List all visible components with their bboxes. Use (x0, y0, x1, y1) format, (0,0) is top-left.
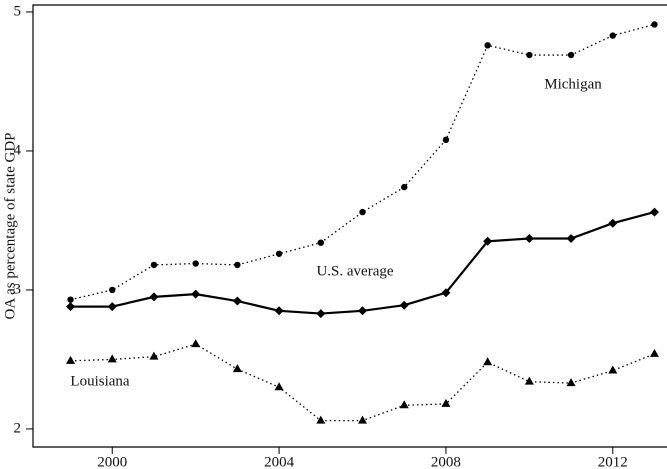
point (442, 136, 450, 144)
point (107, 354, 117, 363)
point (566, 234, 576, 244)
x-tick-label: 2012 (598, 454, 628, 469)
point (109, 286, 116, 294)
point (608, 218, 618, 228)
point (566, 378, 576, 387)
point (107, 302, 117, 312)
point (483, 236, 493, 246)
point (359, 208, 366, 216)
point (608, 365, 618, 374)
point (401, 183, 408, 191)
point (150, 261, 158, 269)
point (66, 302, 76, 312)
point (649, 348, 659, 357)
point (484, 42, 491, 49)
series-label: Michigan (544, 76, 602, 92)
x-tick-label: 2008 (431, 454, 461, 469)
x-tick-label: 2004 (264, 454, 295, 469)
series-label: U.S. average (316, 263, 393, 279)
point (441, 398, 451, 407)
point (649, 207, 659, 217)
y-axis-label: OA as percentage of state GDP (2, 132, 18, 319)
point (567, 51, 575, 59)
point (609, 32, 616, 39)
y-tick-label: 2 (14, 420, 22, 436)
point (191, 339, 201, 348)
y-tick-label: 4 (14, 142, 22, 158)
series-label: Louisiana (70, 373, 129, 389)
plot-frame (32, 4, 667, 448)
point (483, 357, 493, 366)
point (191, 289, 201, 299)
point (67, 296, 74, 303)
point (234, 261, 241, 269)
point (192, 260, 199, 267)
point (274, 382, 284, 391)
point (232, 296, 242, 306)
series-line (70, 23, 655, 301)
series-line (70, 343, 655, 422)
point (274, 306, 284, 316)
point (149, 351, 159, 360)
y-tick-label: 3 (14, 281, 22, 297)
point (524, 234, 534, 244)
point (66, 355, 76, 364)
x-tick-label: 2000 (97, 454, 127, 469)
point (399, 300, 409, 310)
point (316, 309, 326, 319)
point (441, 288, 451, 298)
point (232, 364, 242, 373)
point (358, 415, 368, 424)
point (275, 250, 283, 257)
point (149, 292, 159, 302)
y-tick-label: 5 (14, 3, 22, 19)
point (358, 306, 368, 316)
point (524, 376, 534, 385)
point (526, 51, 533, 59)
point (399, 400, 409, 409)
point (316, 415, 326, 424)
point (651, 21, 658, 28)
point (317, 239, 325, 246)
